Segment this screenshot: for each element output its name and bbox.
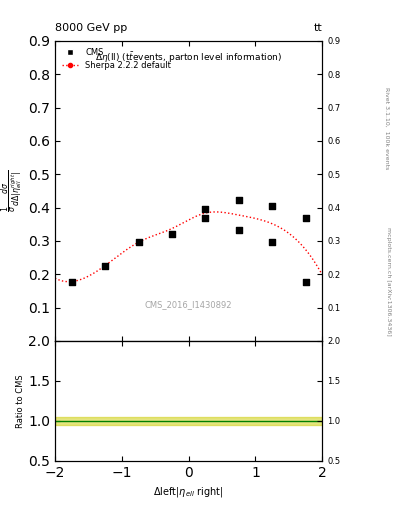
Point (303, 278, 309, 286)
Sherpa 2.2.2 default (104, 262, 108, 268)
Text: 8000 GeV pp: 8000 GeV pp (55, 23, 127, 33)
Sherpa 2.2.2 default (70, 279, 75, 285)
Legend: CMS, Sherpa 2.2.2 default: CMS, Sherpa 2.2.2 default (59, 45, 173, 72)
Sherpa 2.2.2 default (63, 279, 68, 285)
CMS (236, 196, 242, 204)
Point (202, 214, 209, 222)
Text: tt: tt (314, 23, 322, 33)
Sherpa 2.2.2 default (320, 272, 325, 278)
Sherpa 2.2.2 default (125, 246, 130, 252)
CMS (69, 278, 75, 286)
Y-axis label: Ratio to CMS: Ratio to CMS (17, 374, 26, 428)
CMS (102, 262, 108, 270)
Text: $\Delta\eta$(ll) (t$\bar{t}$events, parton level information): $\Delta\eta$(ll) (t$\bar{t}$events, part… (95, 50, 282, 65)
Text: Rivet 3.1.10,  100k events: Rivet 3.1.10, 100k events (384, 87, 389, 169)
Sherpa 2.2.2 default (309, 254, 314, 261)
CMS (169, 229, 175, 238)
Sherpa 2.2.2 default (214, 209, 219, 215)
Line: Sherpa 2.2.2 default: Sherpa 2.2.2 default (55, 212, 322, 282)
Text: mcplots.cern.ch [arXiv:1306.3436]: mcplots.cern.ch [arXiv:1306.3436] (386, 227, 391, 336)
CMS (202, 204, 209, 212)
Sherpa 2.2.2 default (53, 275, 57, 281)
X-axis label: $\Delta$left$|\eta_{ell}$ right$|$: $\Delta$left$|\eta_{ell}$ right$|$ (153, 485, 224, 499)
Sherpa 2.2.2 default (66, 279, 71, 285)
Sherpa 2.2.2 default (300, 243, 305, 249)
CMS (269, 201, 275, 209)
CMS (136, 238, 142, 246)
Point (236, 226, 242, 234)
CMS (303, 214, 309, 222)
Point (269, 238, 275, 246)
Y-axis label: $\frac{1}{\sigma}\frac{d\sigma}{d\Delta|\eta_{ell}^{right}|}$: $\frac{1}{\sigma}\frac{d\sigma}{d\Delta|… (0, 170, 26, 212)
Text: CMS_2016_I1430892: CMS_2016_I1430892 (145, 301, 232, 309)
